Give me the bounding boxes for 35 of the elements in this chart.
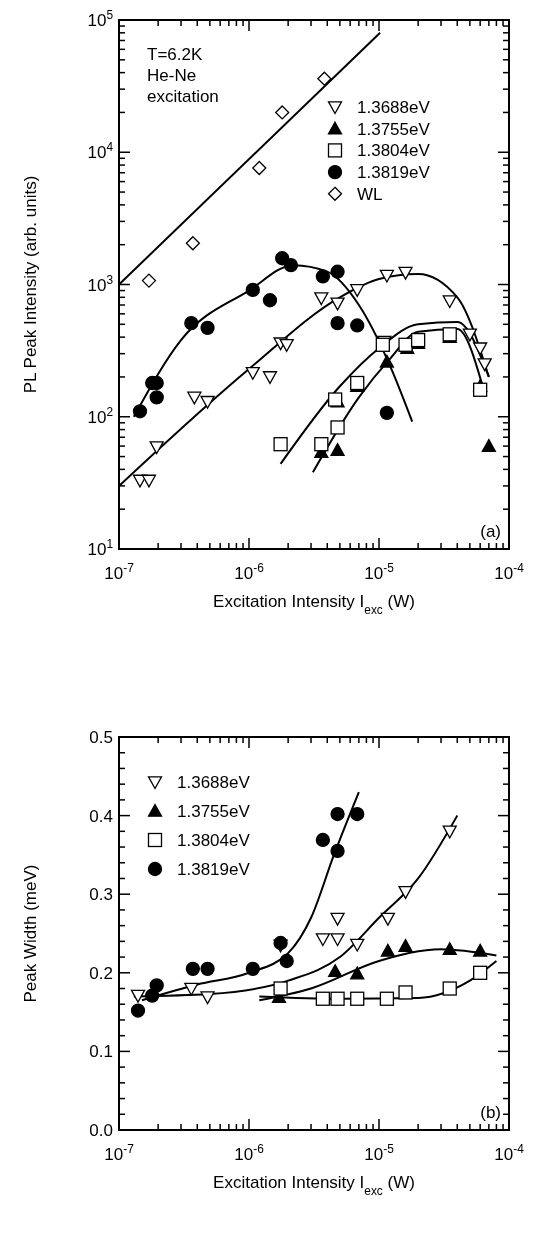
y-tick-label: 10$^{4}$	[87, 140, 114, 163]
y-tick-label: 0.3	[89, 885, 113, 905]
x-tick-label: 10$^{-4}$	[494, 1142, 525, 1164]
legend-label: 1.3755eV	[177, 802, 251, 821]
x-axis-title: Excitation Intensity I$_{exc}$ (W)	[213, 592, 415, 617]
x-axis-title: Excitation Intensity I$_{exc}$ (W)	[213, 1173, 415, 1198]
y-axis-title: Peak Width (meV)	[21, 864, 40, 1003]
x-tick-label: 10$^{-7}$	[104, 1142, 135, 1164]
x-tick-label: 10$^{-6}$	[234, 561, 265, 583]
y-tick-label: 10$^{1}$	[87, 537, 114, 559]
x-tick-label: 10$^{-6}$	[234, 1142, 265, 1164]
annotation: (a)	[480, 522, 501, 541]
x-tick-label: 10$^{-7}$	[104, 561, 135, 583]
y-tick-label: 0.5	[89, 728, 113, 747]
legend-label: 1.3804eV	[177, 831, 251, 850]
legend-label: 1.3755eV	[357, 119, 431, 139]
y-tick-label: 0.2	[89, 963, 113, 983]
y-tick-label: 0.0	[89, 1121, 113, 1140]
y-tick-label: 0.1	[89, 1042, 113, 1062]
x-tick-label: 10$^{-5}$	[364, 1142, 395, 1164]
y-axis-title: PL Peak Intensity (arb. units)	[21, 175, 40, 394]
annotation: T=6.2K He-Ne excitation	[147, 45, 219, 106]
x-tick-label: 10$^{-5}$	[364, 561, 395, 583]
y-tick-label: 10$^{5}$	[87, 8, 114, 30]
legend-label: WL	[357, 184, 383, 204]
legend-label: 1.3688eV	[177, 773, 251, 792]
legend-label: 1.3804eV	[357, 141, 431, 161]
legend-label: 1.3688eV	[357, 98, 431, 117]
annotation: (b)	[480, 1103, 501, 1122]
x-tick-label: 10$^{-4}$	[494, 561, 525, 583]
y-tick-label: 0.4	[89, 806, 113, 826]
y-tick-label: 10$^{3}$	[87, 272, 114, 295]
legend-label: 1.3819eV	[177, 860, 251, 879]
y-tick-label: 10$^{2}$	[87, 404, 114, 427]
legend-label: 1.3819eV	[357, 163, 431, 183]
